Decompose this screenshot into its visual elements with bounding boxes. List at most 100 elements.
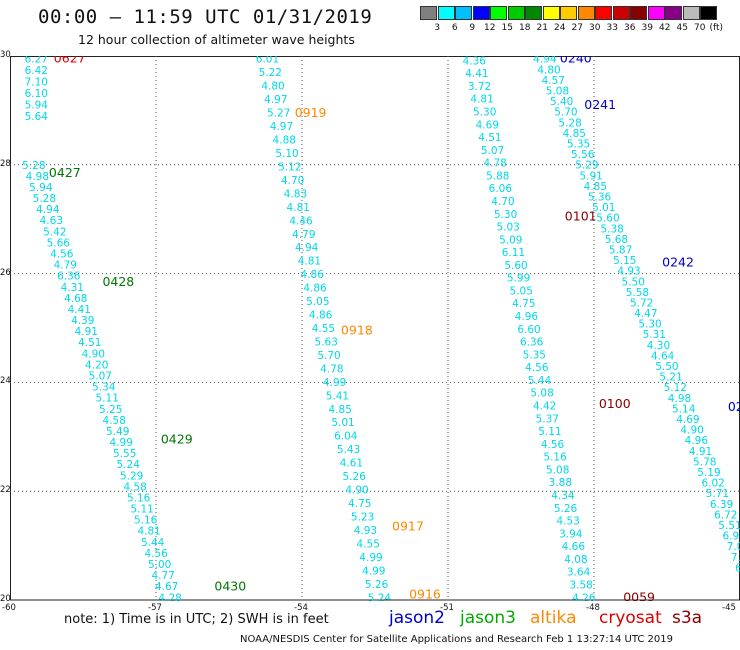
wave-height-value: 4.96 <box>685 435 709 447</box>
wave-height-value: 5.31 <box>643 329 666 341</box>
wave-height-value: 5.01 <box>592 202 615 214</box>
wave-height-value: 5.07 <box>481 145 504 157</box>
wave-height-value: 4.58 <box>123 481 146 493</box>
wave-height-value: 4.63 <box>40 215 63 227</box>
wave-height-value: 5.68 <box>605 234 628 246</box>
wave-height-value: 6.10 <box>25 88 48 100</box>
wave-height-value: 4.75 <box>348 498 371 510</box>
wave-height-value: 5.28 <box>558 117 581 129</box>
wave-height-value: 4.90 <box>680 425 703 437</box>
wave-height-value: 5.12 <box>664 382 687 394</box>
scale-label: 33 <box>606 23 618 33</box>
wave-height-value: 5.36 <box>588 191 612 203</box>
pass-time-label: 0428 <box>102 274 134 289</box>
wave-height-value: 5.30 <box>473 106 496 118</box>
wave-height-value: 5.22 <box>259 67 282 79</box>
pass-time-label: 0917 <box>392 519 424 534</box>
wave-height-value: 5.27 <box>267 108 290 120</box>
lon-tick-label: -54 <box>294 603 308 613</box>
wave-height-value: 5.71 <box>706 488 729 500</box>
scale-label: 27 <box>571 23 583 33</box>
wave-height-value: 5.26 <box>343 471 367 483</box>
satellite-legend-jason2: jason2 <box>389 608 445 628</box>
wave-height-value: 6.02 <box>701 478 724 490</box>
wave-height-value: 5.56 <box>571 149 595 161</box>
wave-height-value: 5.49 <box>106 426 129 438</box>
wave-height-value: 4.41 <box>68 304 91 316</box>
pass-time-label: 0919 <box>295 105 327 120</box>
wave-height-value: 5.37 <box>536 413 559 425</box>
wave-height-value: 4.57 <box>542 75 565 87</box>
scale-label: 12 <box>484 23 496 33</box>
pass-time-label: 0427 <box>49 165 81 180</box>
wave-height-value: 5.05 <box>510 285 533 297</box>
wave-height-value: 5.09 <box>499 234 522 246</box>
scale-label: 15 <box>501 23 513 33</box>
wave-height-value: 6.39 <box>710 499 733 511</box>
wave-height-value: 5.14 <box>672 403 696 415</box>
wave-height-value: 4.79 <box>292 229 315 241</box>
wave-height-value: 5.50 <box>655 361 678 373</box>
wave-height-value: 5.87 <box>609 244 632 256</box>
wave-height-value: 3.88 <box>549 477 572 489</box>
wave-height-value: 3.72 <box>468 81 491 93</box>
wave-height-value: 5.91 <box>579 170 602 182</box>
wave-height-value: 6.72 <box>714 509 737 521</box>
wave-height-value: 5.30 <box>638 319 661 331</box>
wave-height-value: 5.72 <box>630 297 653 309</box>
wave-height-value: 4.46 <box>289 215 313 227</box>
wave-height-value: 4.83 <box>284 188 307 200</box>
wave-height-value: 5.43 <box>337 444 360 456</box>
lat-tick-label: 20 <box>0 594 11 604</box>
wave-height-value: 4.86 <box>303 283 327 295</box>
wave-height-value: 4.26 <box>572 592 596 601</box>
wave-height-value: 4.56 <box>144 548 168 560</box>
wave-height-value: 5.88 <box>486 170 509 182</box>
wave-height-value: 4.75 <box>512 298 535 310</box>
pass-time-label: 0241 <box>584 97 616 112</box>
wave-height-value: 4.86 <box>309 310 333 322</box>
page-subtitle: 12 hour collection of altimeter wave hei… <box>78 32 355 47</box>
wave-height-value: 4.51 <box>78 337 101 349</box>
wave-height-value: 5.60 <box>504 260 527 272</box>
wave-height-value: 6.98 <box>723 531 740 543</box>
wave-height-value: 4.99 <box>362 565 385 577</box>
wave-height-value: 5.26 <box>554 503 578 515</box>
lon-tick-label: -57 <box>148 603 162 613</box>
wave-height-value: 4.53 <box>556 516 579 528</box>
pass-time-label: 0916 <box>409 587 441 601</box>
wave-height-value: 5.63 <box>315 336 338 348</box>
scale-swatch <box>612 6 630 20</box>
scale-label: 24 <box>554 23 566 33</box>
wave-height-value: 4.20 <box>85 359 108 371</box>
wave-height-value: 4.99 <box>359 552 382 564</box>
scale-swatch <box>700 6 717 20</box>
wave-height-value: 5.28 <box>22 160 45 172</box>
wave-height-value: 5.70 <box>317 350 340 362</box>
wave-height-value: 4.85 <box>329 404 352 416</box>
wave-height-value: 5.11 <box>130 504 153 516</box>
wave-height-value: 4.34 <box>551 490 575 502</box>
wave-height-value: 4.79 <box>54 260 77 272</box>
wave-height-value: 4.90 <box>345 485 368 497</box>
wave-height-value: 5.34 <box>92 382 116 394</box>
wave-height-value: 5.29 <box>120 470 143 482</box>
scale-swatch <box>437 6 455 20</box>
wave-height-value: 5.40 <box>550 96 573 108</box>
pass-time-label: 0242 <box>662 255 694 270</box>
lat-tick-label: 22 <box>0 485 11 496</box>
wave-height-value: 4.94 <box>295 242 319 254</box>
map-plot: 6.27 6.42 7.10 6.10 5.94 5.64 0627 5.28 4.98 5.94… <box>10 56 740 601</box>
wave-height-value: 5.24 <box>368 592 392 601</box>
wave-height-value: 4.47 <box>634 308 657 320</box>
scale-label: 9 <box>469 23 476 33</box>
wave-height-value: 5.66 <box>47 237 71 249</box>
wave-height-value: 4.56 <box>541 439 565 451</box>
satellite-legend-cryosat: cryosat <box>599 608 662 628</box>
wave-height-value: 4.91 <box>75 326 98 338</box>
wave-height-value: 4.81 <box>287 202 310 214</box>
pass-time-label: 0059 <box>623 589 655 601</box>
wave-height-value: 4.70 <box>491 196 514 208</box>
wave-height-value: 5.51 <box>718 520 740 532</box>
satellite-legend-s3a: s3a <box>672 608 703 628</box>
